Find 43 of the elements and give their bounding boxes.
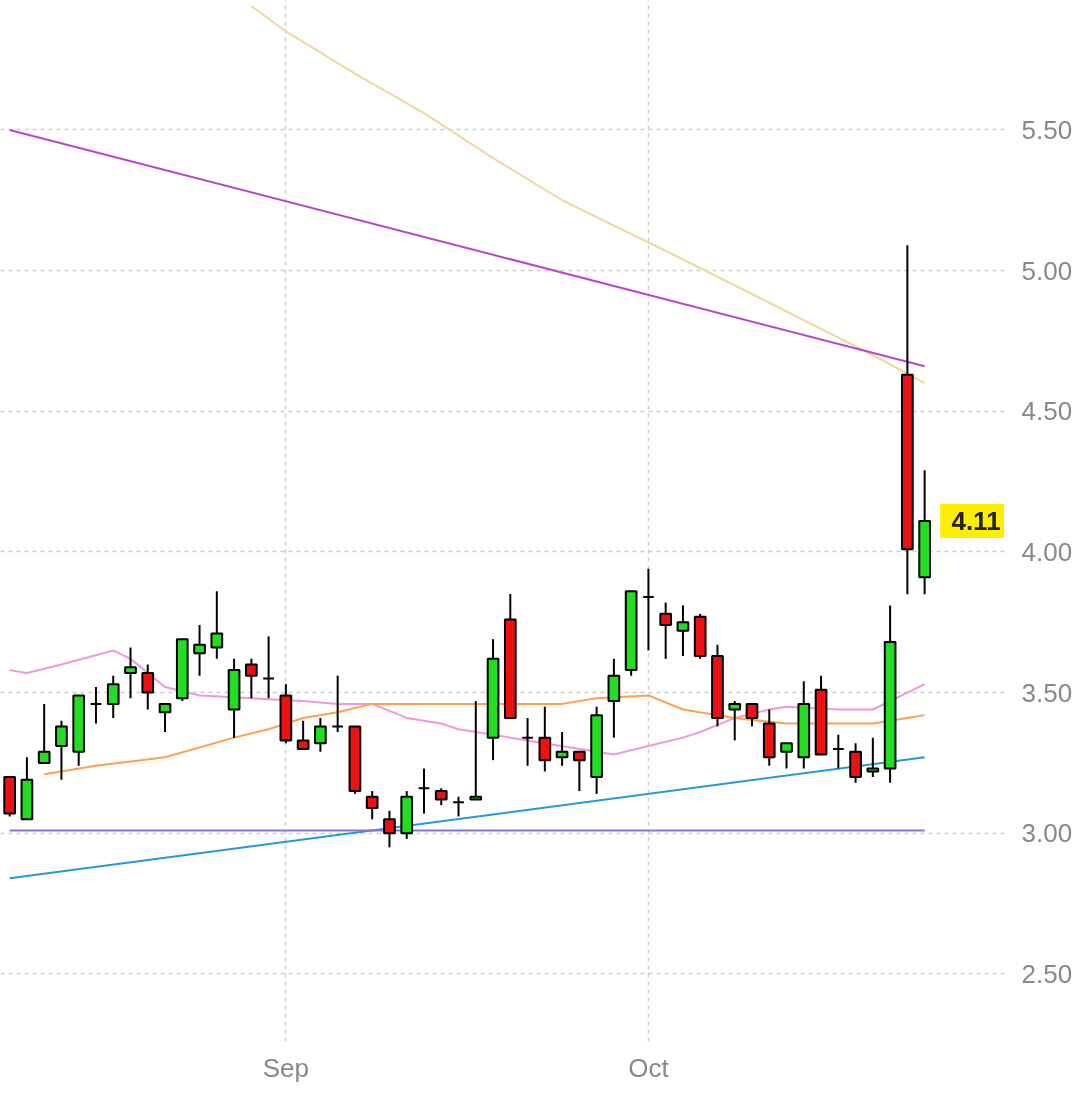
candlestick	[296, 719, 310, 750]
candlestick	[244, 657, 258, 700]
y-tick-label: 5.00	[1021, 255, 1073, 286]
text: 4.11	[951, 506, 1001, 536]
candlestick	[106, 674, 120, 719]
candlestick	[676, 604, 690, 658]
candlestick	[573, 750, 586, 793]
y-tick-label: 2.50	[1021, 958, 1073, 989]
candlestick	[745, 702, 759, 728]
y-tick-label: 5.50	[1021, 114, 1073, 145]
candlestick	[417, 767, 431, 815]
candlestick	[193, 624, 206, 677]
candlestick	[314, 716, 327, 753]
candlestick	[37, 702, 51, 764]
candlestick	[538, 705, 552, 773]
candlestick	[262, 635, 275, 700]
candlestick	[728, 700, 742, 742]
line-series	[8, 649, 926, 756]
candlestick	[383, 809, 396, 849]
x-tick-label: Sep	[262, 1052, 310, 1083]
candlestick	[89, 686, 103, 725]
candlestick	[452, 795, 465, 818]
candlestick	[331, 674, 345, 734]
candlestick	[555, 731, 569, 767]
candlestick	[780, 742, 793, 770]
line-series	[43, 694, 926, 776]
candlestick	[124, 646, 137, 700]
candlestick	[55, 719, 68, 781]
candlestick	[365, 790, 379, 821]
candlestick	[469, 700, 483, 801]
y-tick-label: 4.00	[1021, 536, 1073, 567]
candlestick	[831, 733, 845, 770]
candlestick	[642, 567, 655, 652]
y-tick-label: 3.00	[1021, 818, 1073, 849]
candlestick	[158, 702, 172, 734]
candlestick	[210, 590, 224, 660]
candlestick	[521, 716, 534, 767]
y-tick-label: 3.50	[1021, 677, 1073, 708]
line-series	[250, 5, 926, 385]
candlestick	[141, 663, 155, 711]
x-tick-label: Oct	[628, 1052, 670, 1083]
y-tick-label: 4.50	[1021, 396, 1073, 427]
candlestick	[659, 601, 673, 660]
